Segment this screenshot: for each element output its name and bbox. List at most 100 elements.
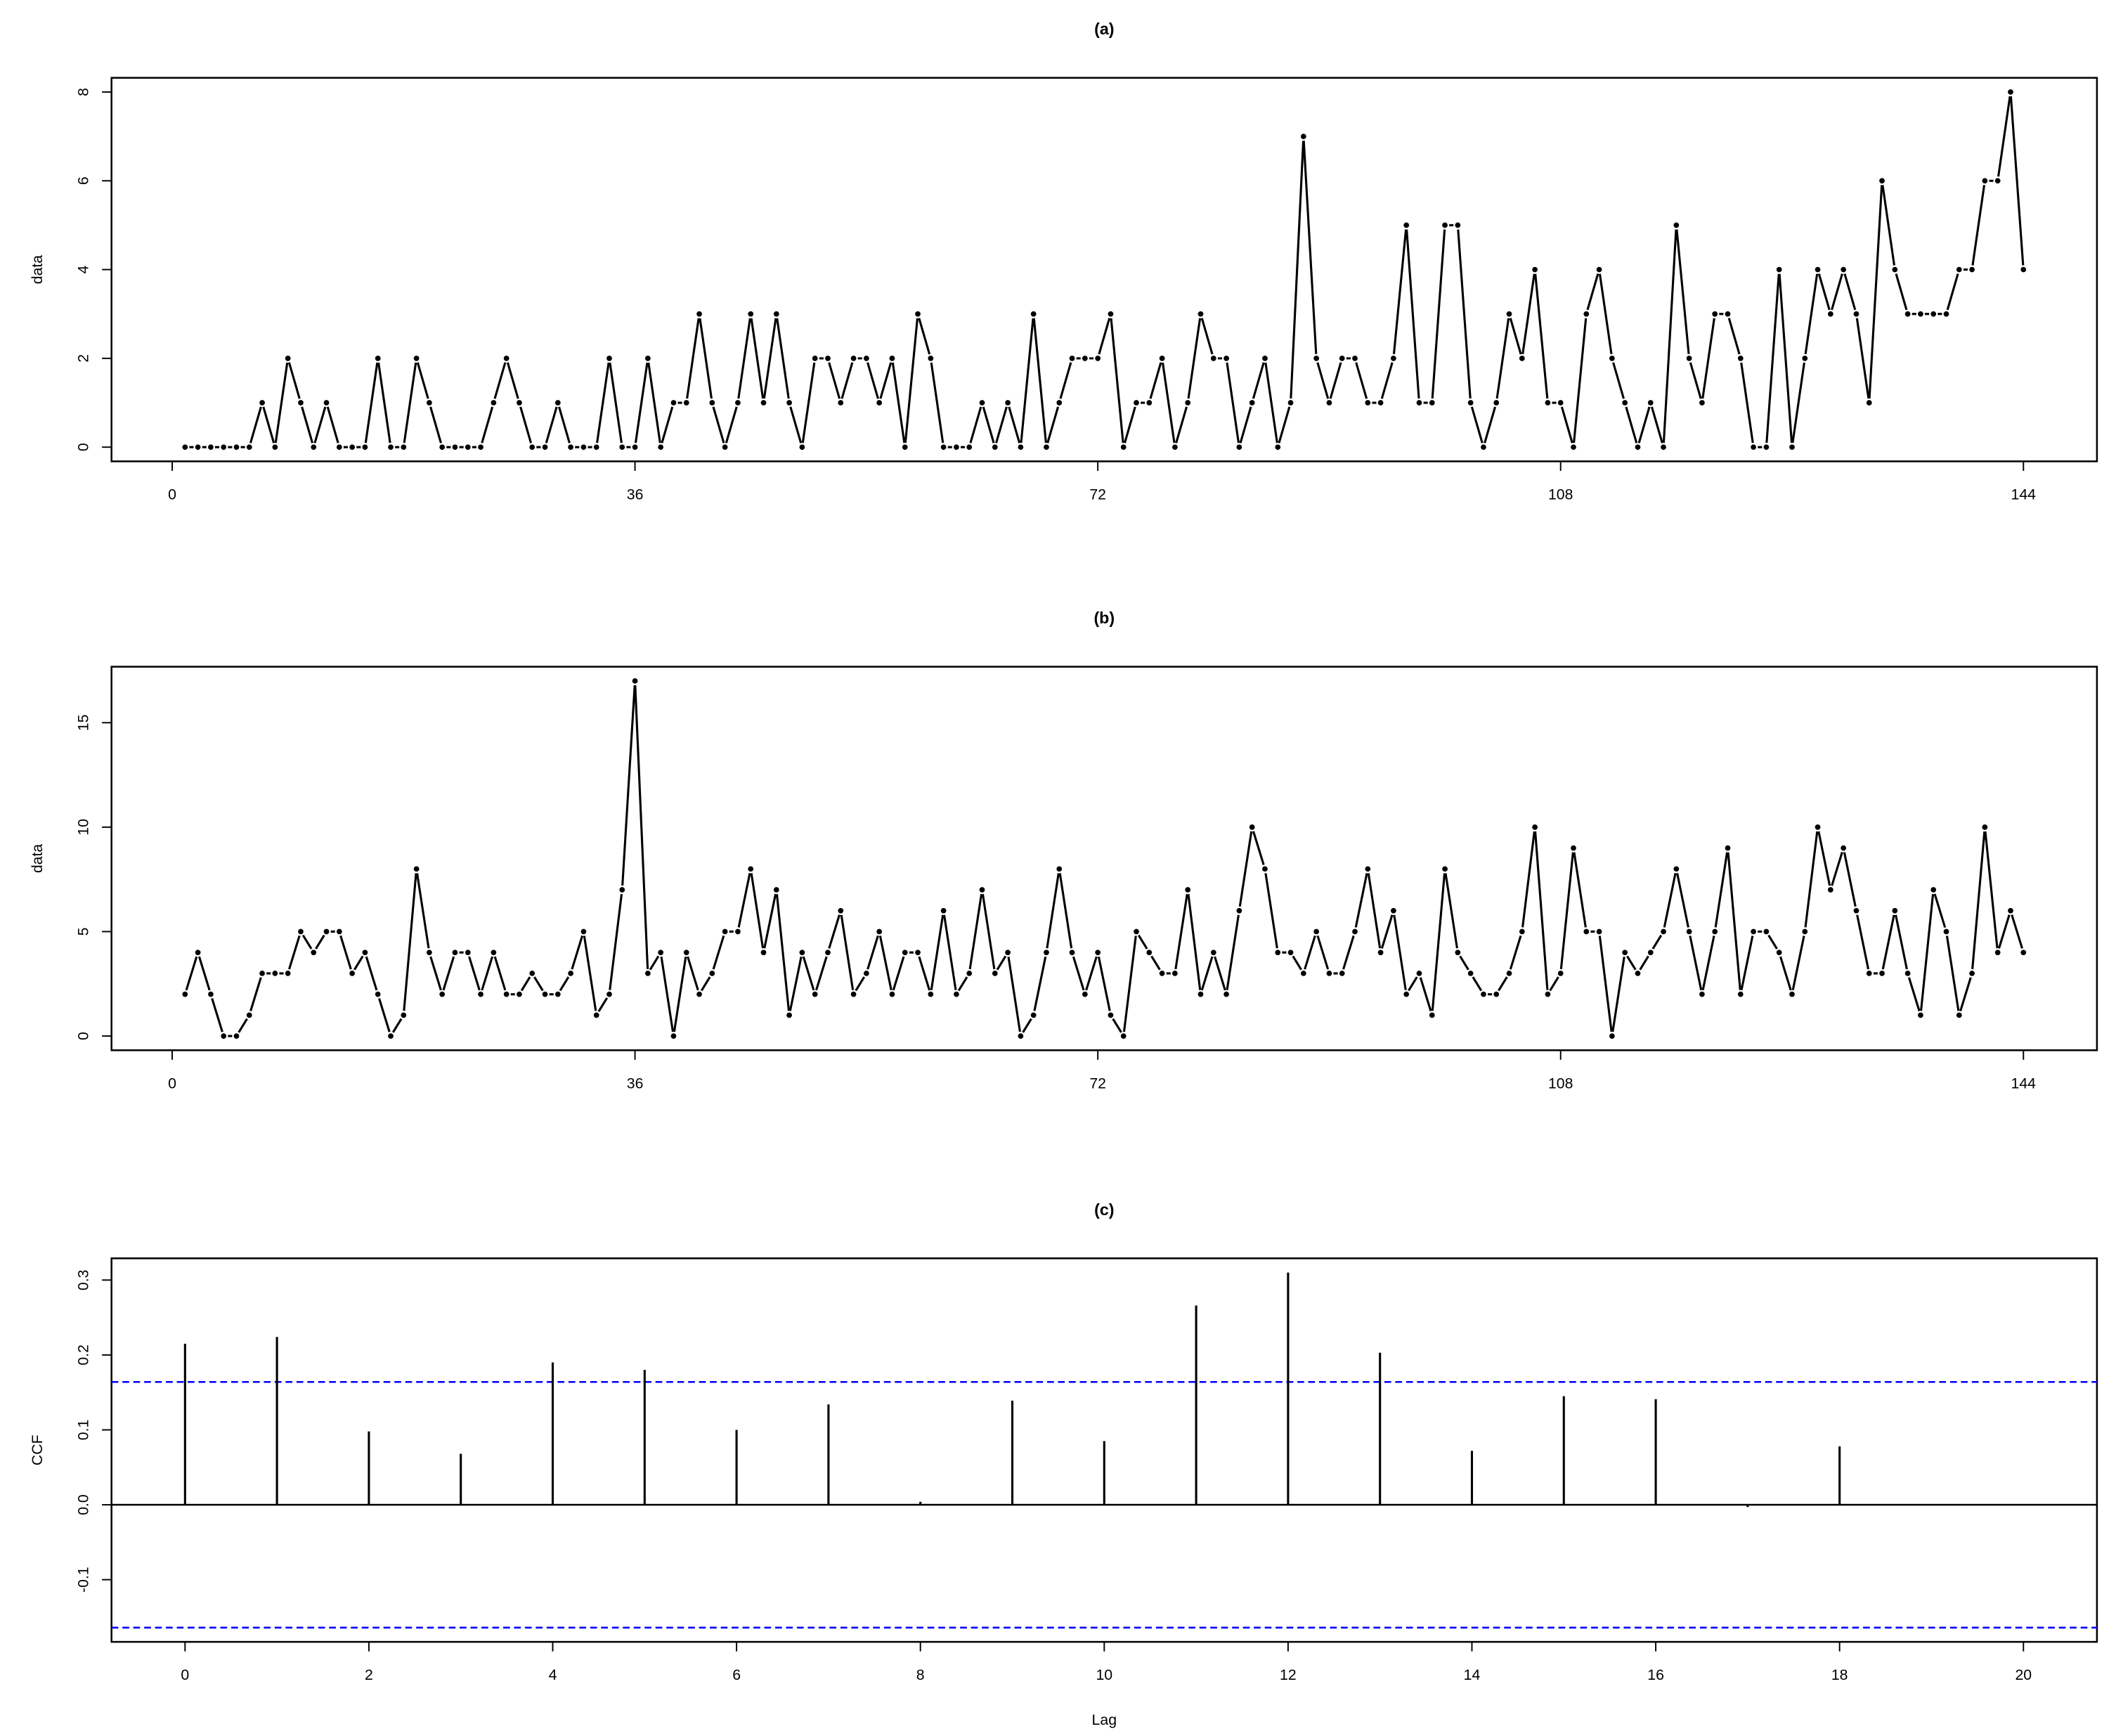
- point: [309, 948, 318, 957]
- point: [1877, 176, 1887, 186]
- point: [1633, 969, 1642, 978]
- point: [708, 969, 717, 978]
- point: [1569, 843, 1578, 853]
- point: [1774, 265, 1784, 274]
- point: [1826, 885, 1836, 895]
- y-tick-label: 8: [75, 88, 92, 96]
- point: [540, 443, 550, 452]
- point: [1890, 906, 1900, 915]
- point: [1003, 398, 1013, 408]
- point: [1711, 927, 1720, 936]
- point: [836, 906, 845, 915]
- point: [283, 354, 292, 363]
- point: [682, 948, 691, 957]
- point: [347, 969, 357, 978]
- point: [888, 990, 897, 999]
- x-tick-label: 8: [916, 1666, 925, 1683]
- point: [1942, 309, 1951, 318]
- point: [618, 443, 627, 452]
- point: [1530, 265, 1540, 274]
- point: [1916, 309, 1926, 318]
- point: [1852, 309, 1861, 318]
- point: [514, 398, 524, 408]
- point: [1286, 398, 1295, 408]
- point: [1916, 1011, 1926, 1020]
- point: [1967, 969, 1977, 978]
- point: [2006, 906, 2016, 915]
- point: [784, 1011, 794, 1020]
- y-axis-label: data: [29, 844, 46, 874]
- point: [1748, 927, 1758, 936]
- point: [1131, 927, 1141, 936]
- point: [926, 354, 935, 363]
- point: [1967, 265, 1977, 274]
- point: [1440, 864, 1450, 874]
- point: [181, 990, 190, 999]
- point: [257, 398, 267, 408]
- x-tick-label: 12: [1280, 1666, 1297, 1683]
- point: [193, 948, 202, 957]
- point: [669, 398, 678, 408]
- point: [373, 990, 382, 999]
- point: [283, 969, 292, 978]
- point: [1247, 822, 1257, 832]
- point: [746, 864, 755, 874]
- point: [476, 443, 486, 452]
- series-line: [183, 680, 2025, 1039]
- point: [733, 927, 743, 936]
- point: [1363, 398, 1372, 408]
- point: [335, 443, 344, 452]
- point: [1427, 1011, 1436, 1020]
- point: [862, 969, 871, 978]
- point: [412, 864, 421, 874]
- point: [1376, 948, 1385, 957]
- plot-frame: [110, 666, 2098, 1051]
- point: [1221, 990, 1231, 999]
- point: [1530, 822, 1540, 832]
- point: [1813, 822, 1822, 832]
- point: [424, 948, 434, 957]
- point: [1080, 990, 1090, 999]
- point: [1723, 843, 1732, 853]
- point: [528, 443, 537, 452]
- point: [746, 309, 755, 318]
- point: [502, 990, 511, 999]
- point: [502, 354, 511, 363]
- point: [990, 969, 999, 978]
- point: [1003, 948, 1013, 957]
- point: [1337, 354, 1346, 363]
- point: [965, 443, 974, 452]
- point: [309, 443, 318, 452]
- point: [1440, 221, 1450, 230]
- point: [1029, 309, 1038, 318]
- point: [1350, 927, 1360, 936]
- point: [1864, 969, 1874, 978]
- series-line: [185, 91, 2025, 451]
- y-tick-label: 6: [75, 176, 92, 185]
- point: [181, 443, 190, 452]
- point: [926, 990, 935, 999]
- point: [1620, 948, 1630, 957]
- point: [630, 676, 640, 686]
- x-tick-label: 16: [1647, 1666, 1664, 1683]
- point: [579, 927, 588, 936]
- point: [206, 990, 216, 999]
- point: [1221, 354, 1231, 363]
- x-tick-label: 108: [1548, 486, 1573, 503]
- point: [1826, 309, 1836, 318]
- point: [232, 443, 241, 452]
- y-tick-label: 4: [75, 265, 92, 273]
- point: [1711, 309, 1720, 318]
- point: [656, 443, 666, 452]
- point: [463, 948, 472, 957]
- point: [888, 354, 897, 363]
- point: [1492, 990, 1501, 999]
- point: [759, 948, 768, 957]
- point: [823, 354, 833, 363]
- point: [1183, 885, 1193, 895]
- point: [1954, 1011, 1964, 1020]
- point: [1993, 948, 2002, 957]
- point: [1748, 443, 1758, 452]
- x-tick-label: 2: [365, 1666, 373, 1683]
- point: [978, 885, 987, 895]
